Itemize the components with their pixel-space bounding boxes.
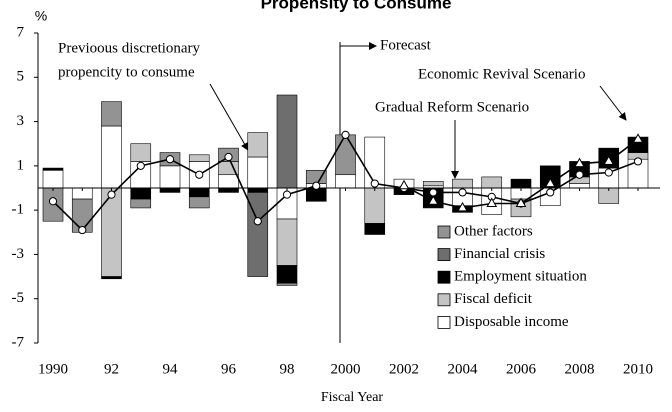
legend-swatch [437, 293, 451, 307]
x-tick-label: 96 [221, 361, 237, 377]
bar-segment [422, 181, 444, 187]
y-tick-label: 5 [17, 69, 25, 85]
marker [457, 201, 468, 212]
bar-segment [247, 156, 269, 189]
bar-segment [159, 165, 181, 189]
marker [546, 188, 555, 197]
y-tick-label: -1 [12, 202, 25, 218]
marker [633, 157, 643, 166]
bar-segment [364, 223, 386, 235]
x-tick-label: 2004 [448, 361, 479, 377]
x-axis-title: Fiscal Year [321, 390, 384, 405]
bar-segment [569, 183, 590, 189]
marker [398, 179, 410, 190]
bar-segment [42, 167, 64, 171]
marker [136, 161, 145, 170]
marker [48, 197, 58, 206]
bar-segment [276, 218, 298, 266]
x-tick-label: 2008 [565, 361, 595, 377]
x-tick-label: 2002 [389, 361, 419, 377]
bar-segment [276, 94, 298, 189]
bar-segment [42, 169, 64, 189]
y-tick-label: 7 [17, 24, 25, 40]
marker [575, 170, 584, 179]
bar-segment [130, 198, 152, 209]
bar-segment [247, 132, 269, 158]
annotation: Forecast [380, 37, 432, 53]
y-unit: % [35, 8, 47, 24]
y-tick-label: -7 [12, 334, 25, 350]
annotation: Gradual Reform Scenario [375, 99, 529, 115]
y-tick-label: -3 [12, 246, 25, 262]
marker [341, 130, 350, 139]
legend-swatch [437, 248, 451, 262]
marker [632, 133, 644, 143]
y-tick-label: 3 [17, 113, 25, 129]
bar-segment [101, 276, 122, 280]
bar-segment [101, 125, 122, 189]
arrow [209, 83, 249, 151]
marker [574, 157, 585, 168]
bar-segment [188, 154, 210, 162]
marker [282, 190, 292, 199]
bar-segment [276, 265, 298, 284]
x-tick-label: 2006 [506, 361, 537, 377]
marker [486, 197, 498, 207]
marker [253, 217, 262, 226]
marker [429, 188, 438, 197]
x-tick-label: 1990 [38, 361, 68, 377]
marker [603, 155, 615, 165]
legend-swatch [437, 315, 451, 329]
legend-label: Disposable income [454, 314, 569, 330]
marker [544, 177, 556, 188]
annotation: propencity to consume [58, 64, 195, 80]
x-tick-label: 94 [163, 361, 179, 377]
bar-segment [218, 174, 239, 189]
bar-segment [276, 282, 298, 286]
annotation: Previoous discretionary [58, 40, 201, 56]
legend-label: Employment situation [454, 269, 587, 285]
bar-segment [101, 187, 122, 277]
bar-segment [452, 178, 473, 189]
bar-segment [481, 176, 503, 189]
x-tick-label: 98 [280, 361, 295, 377]
marker [195, 170, 204, 179]
legend-label: Fiscal deficit [454, 291, 533, 307]
legend-swatch [437, 225, 451, 239]
bar-segment [335, 174, 356, 189]
marker [604, 168, 613, 177]
y-tick-label: -5 [12, 290, 25, 306]
legend-swatch [437, 270, 451, 284]
bar-segment [247, 192, 269, 277]
marker [78, 225, 87, 235]
annotation: Economic Revival Scenario [418, 66, 585, 82]
x-tick-label: 2000 [331, 361, 361, 377]
bar-segment [335, 134, 356, 176]
bar-segment [130, 143, 152, 162]
marker [224, 152, 233, 162]
x-tick-label: 92 [104, 361, 119, 377]
marker [312, 181, 321, 190]
marker [370, 179, 379, 188]
x-tick-label: 2010 [623, 361, 653, 377]
bar-segment [101, 101, 122, 127]
bar-segment [188, 196, 210, 209]
y-tick-label: 1 [17, 157, 25, 173]
marker [107, 190, 116, 199]
bar-segment [510, 178, 532, 189]
legend [432, 220, 610, 338]
marker [515, 197, 527, 207]
chart-title: Propensity to Consume [261, 0, 452, 12]
legend-label: Financial crisis [454, 246, 545, 262]
marker [165, 155, 175, 164]
arrow [599, 85, 627, 121]
marker [458, 188, 467, 197]
bar-segment [364, 187, 386, 224]
legend-label: Other factors [454, 223, 533, 239]
marker [427, 195, 439, 205]
